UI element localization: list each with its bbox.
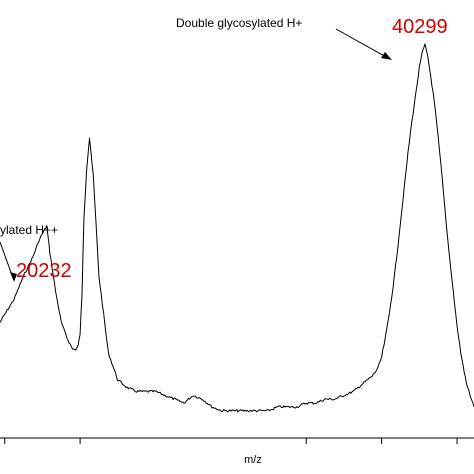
peak-annotations: Double glycosylated H+ ylated H++ 40299 … — [0, 16, 448, 282]
peak-label-20232: 20232 — [16, 260, 72, 282]
annotation-arrow-single — [0, 241, 14, 279]
spectrum-trace — [0, 43, 474, 413]
x-axis-ticks — [4, 438, 458, 444]
annotation-double-glycosylated: Double glycosylated H+ — [176, 16, 302, 30]
arrowhead-icon — [381, 52, 392, 60]
x-axis: m/z — [0, 437, 474, 466]
arrowhead-icon — [10, 272, 17, 282]
peak-label-40299: 40299 — [392, 16, 448, 38]
x-axis-label: m/z — [244, 454, 262, 466]
annotation-single-glycosylated: ylated H++ — [0, 223, 58, 237]
annotation-arrow-double — [335, 28, 389, 59]
